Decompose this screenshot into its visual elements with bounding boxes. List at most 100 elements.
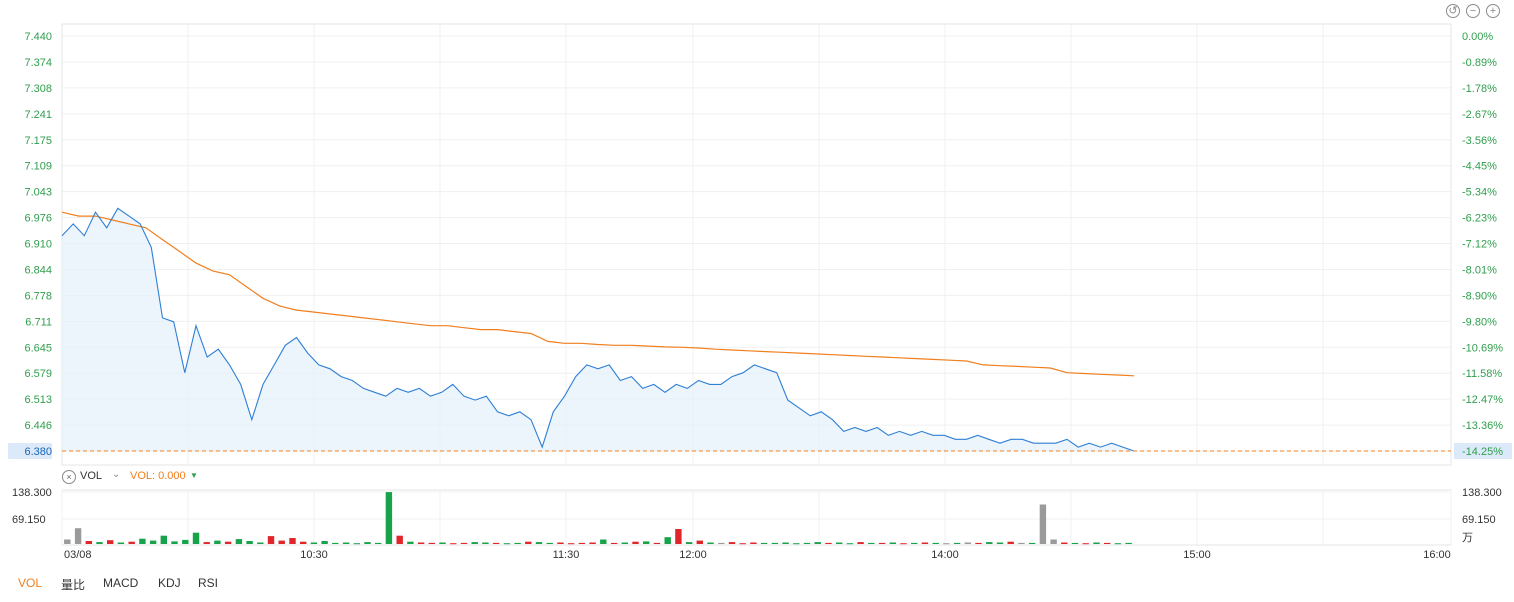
volume-bar bbox=[450, 543, 457, 545]
y-right-tick-label: 0.00% bbox=[1462, 31, 1493, 43]
volume-bar bbox=[750, 542, 757, 544]
close-icon[interactable]: × bbox=[62, 470, 76, 484]
y-right-tick-label: -10.69% bbox=[1462, 342, 1503, 354]
volume-bar bbox=[996, 542, 1004, 544]
volume-bar bbox=[503, 543, 511, 545]
volume-bar bbox=[203, 542, 210, 544]
volume-bar bbox=[396, 535, 403, 544]
y-right-tick-label: -5.34% bbox=[1462, 187, 1497, 199]
volume-left-tick-label: 138.300 bbox=[12, 487, 52, 499]
tab-macd[interactable]: MACD bbox=[103, 576, 139, 590]
volume-bar bbox=[1093, 542, 1100, 544]
y-left-tick-label: 7.308 bbox=[24, 83, 52, 95]
current-price-label: 6.380 bbox=[24, 446, 52, 458]
volume-bar bbox=[64, 539, 71, 544]
volume-bar bbox=[578, 542, 586, 544]
y-left-tick-label: 7.241 bbox=[24, 109, 52, 121]
volume-bar bbox=[889, 542, 896, 544]
volume-bar bbox=[964, 542, 971, 544]
volume-bar bbox=[385, 492, 393, 544]
volume-bar bbox=[321, 541, 328, 544]
volume-bar bbox=[85, 541, 92, 544]
volume-bar bbox=[986, 542, 993, 544]
volume-bar bbox=[535, 542, 543, 544]
y-left-tick-label: 7.374 bbox=[24, 57, 52, 69]
volume-bar bbox=[653, 542, 661, 544]
y-right-tick-label: -8.01% bbox=[1462, 264, 1497, 276]
y-right-tick-label: -4.45% bbox=[1462, 161, 1497, 173]
y-left-tick-label: 6.446 bbox=[24, 420, 52, 432]
tab-volume-ratio[interactable]: 量比 bbox=[61, 578, 86, 592]
price-line bbox=[61, 207, 1135, 452]
y-left-tick-label: 7.043 bbox=[24, 187, 52, 199]
volume-bar bbox=[342, 542, 350, 544]
tab-kdj[interactable]: KDJ bbox=[158, 576, 181, 590]
tab-vol[interactable]: VOL bbox=[18, 576, 43, 590]
volume-bar bbox=[900, 543, 907, 545]
x-axis-labels: 03/08 10:30 11:30 12:00 14:00 15:00 16:00 bbox=[64, 549, 1451, 561]
volume-bar bbox=[1028, 542, 1036, 544]
zoom-out-icon[interactable]: − bbox=[1466, 4, 1480, 18]
volume-bar bbox=[74, 528, 82, 544]
volume-bar bbox=[117, 542, 125, 544]
volume-bar bbox=[96, 542, 103, 544]
volume-bar bbox=[782, 542, 789, 544]
volume-bar bbox=[289, 538, 296, 544]
y-right-tick-label: -12.47% bbox=[1462, 394, 1503, 406]
y-left-tick-label: 6.513 bbox=[24, 394, 52, 406]
volume-bar bbox=[492, 542, 500, 544]
volume-bar bbox=[846, 543, 854, 545]
indicator-value: VOL: 0.000 bbox=[130, 470, 186, 482]
volume-bar bbox=[643, 541, 650, 544]
y-right-tick-label: -0.89% bbox=[1462, 57, 1497, 69]
volume-right-tick-label: 69.150 bbox=[1462, 514, 1496, 526]
y-left-tick-label: 6.579 bbox=[24, 368, 52, 380]
zoom-in-icon[interactable]: + bbox=[1486, 4, 1500, 18]
volume-bar bbox=[1125, 542, 1132, 544]
x-tick-label: 15:00 bbox=[1183, 549, 1211, 561]
y-right-tick-label: -14.25% bbox=[1462, 446, 1503, 458]
volume-bar bbox=[685, 542, 693, 544]
chevron-down-icon[interactable]: ⌄ bbox=[112, 469, 121, 480]
volume-bar bbox=[868, 542, 875, 544]
volume-bar bbox=[943, 543, 950, 545]
y-axis-left-labels: 7.440 7.374 7.308 7.241 7.175 7.109 7.043 6.976… bbox=[24, 31, 52, 432]
volume-bar bbox=[803, 542, 811, 544]
volume-bar bbox=[257, 542, 264, 544]
volume-bar bbox=[1039, 504, 1047, 544]
y-left-tick-label: 6.910 bbox=[24, 239, 52, 251]
volume-bar bbox=[1071, 542, 1079, 544]
indicator-name: VOL bbox=[80, 470, 103, 482]
volume-bar bbox=[332, 542, 339, 544]
right-current-tag bbox=[1454, 443, 1512, 459]
volume-bar bbox=[192, 532, 200, 544]
volume-bar bbox=[1104, 542, 1111, 544]
volume-bar bbox=[707, 542, 714, 544]
volume-bar bbox=[214, 540, 221, 544]
volume-bar bbox=[793, 543, 800, 545]
volume-bar bbox=[471, 542, 478, 544]
volume-bar bbox=[128, 541, 135, 544]
volume-bar bbox=[353, 543, 360, 545]
volume-bar bbox=[771, 542, 779, 544]
volume-bar bbox=[728, 542, 736, 544]
tab-rsi[interactable]: RSI bbox=[198, 576, 219, 590]
x-tick-label: 03/08 bbox=[64, 549, 92, 561]
volume-bar bbox=[364, 542, 371, 544]
volume-bar bbox=[310, 542, 318, 544]
y-left-tick-label: 6.778 bbox=[24, 290, 52, 302]
volume-bar bbox=[610, 542, 618, 544]
y-right-tick-label: -13.36% bbox=[1462, 420, 1503, 432]
y-right-tick-label: -7.12% bbox=[1462, 239, 1497, 251]
indicator-tabs: VOL 量比 MACD KDJ RSI bbox=[0, 572, 400, 596]
volume-bar bbox=[878, 542, 886, 544]
volume-bar bbox=[428, 542, 435, 544]
x-tick-label: 16:00 bbox=[1423, 549, 1451, 561]
volume-left-tick-label: 69.150 bbox=[12, 514, 46, 526]
volume-bar bbox=[857, 542, 864, 544]
reset-icon[interactable]: ↺ bbox=[1446, 4, 1460, 18]
volume-bar bbox=[1114, 543, 1122, 545]
volume-bar bbox=[557, 542, 564, 544]
volume-bar bbox=[600, 539, 607, 544]
